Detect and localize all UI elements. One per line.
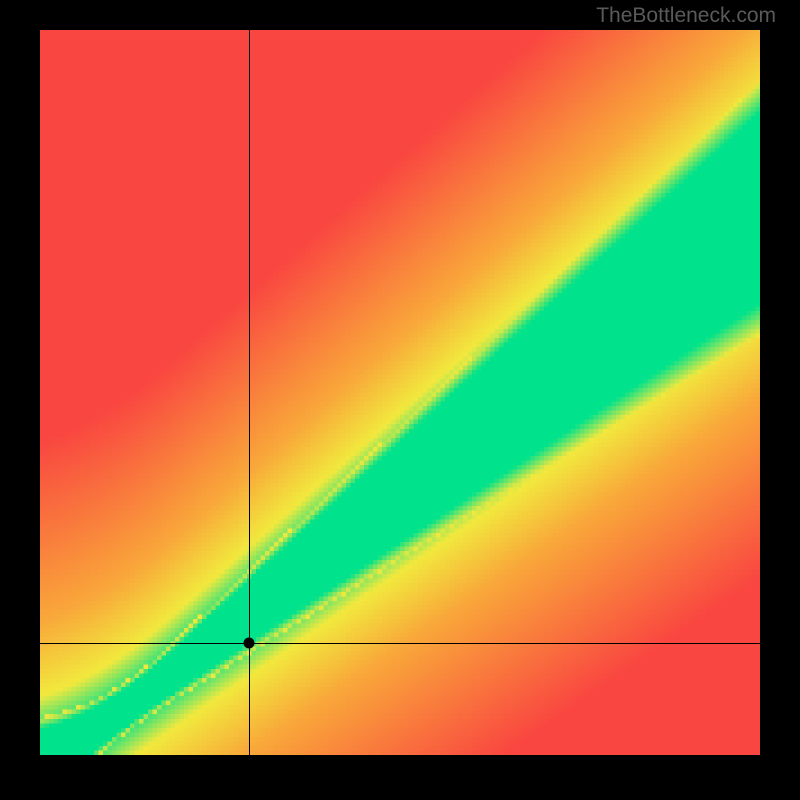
heatmap-canvas	[40, 30, 760, 755]
selection-marker	[243, 637, 254, 648]
crosshair-horizontal	[40, 643, 760, 644]
heatmap-plot-area	[40, 30, 760, 755]
watermark-text: TheBottleneck.com	[596, 4, 776, 28]
